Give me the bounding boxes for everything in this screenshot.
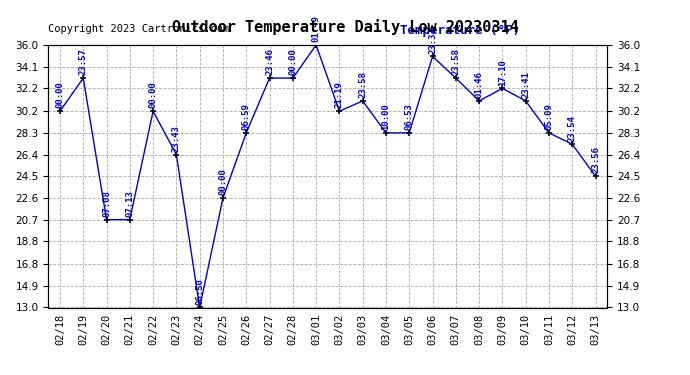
Text: 21:19: 21:19 [335,81,344,108]
Text: Outdoor Temperature Daily Low 20230314: Outdoor Temperature Daily Low 20230314 [172,19,518,35]
Text: Copyright 2023 Cartronics.com: Copyright 2023 Cartronics.com [48,24,230,34]
Text: 05:09: 05:09 [544,103,553,130]
Text: 07:13: 07:13 [126,190,135,217]
Text: 06:53: 06:53 [405,103,414,130]
Text: 00:00: 00:00 [148,81,157,108]
Text: 10:00: 10:00 [382,103,391,130]
Text: 23:58: 23:58 [358,71,367,98]
Text: 00:00: 00:00 [55,81,64,108]
Text: 23:58: 23:58 [451,48,460,75]
Text: 23:56: 23:56 [591,147,600,174]
Text: 17:10: 17:10 [498,59,507,86]
Text: 07:08: 07:08 [102,190,111,217]
Text: 01:49: 01:49 [312,15,321,42]
Text: 06:50: 06:50 [195,278,204,305]
Text: 23:57: 23:57 [79,48,88,75]
Text: 06:59: 06:59 [241,103,250,130]
Text: 00:00: 00:00 [288,48,297,75]
Text: 23:43: 23:43 [172,125,181,152]
Text: 23:46: 23:46 [265,48,274,75]
Text: 00:00: 00:00 [219,168,228,195]
Text: 23:41: 23:41 [521,71,530,98]
Text: 01:46: 01:46 [475,71,484,98]
Text: 23:54: 23:54 [568,115,577,141]
Text: 23:37: 23:37 [428,27,437,54]
Text: Temperature (°F): Temperature (°F) [400,24,520,37]
